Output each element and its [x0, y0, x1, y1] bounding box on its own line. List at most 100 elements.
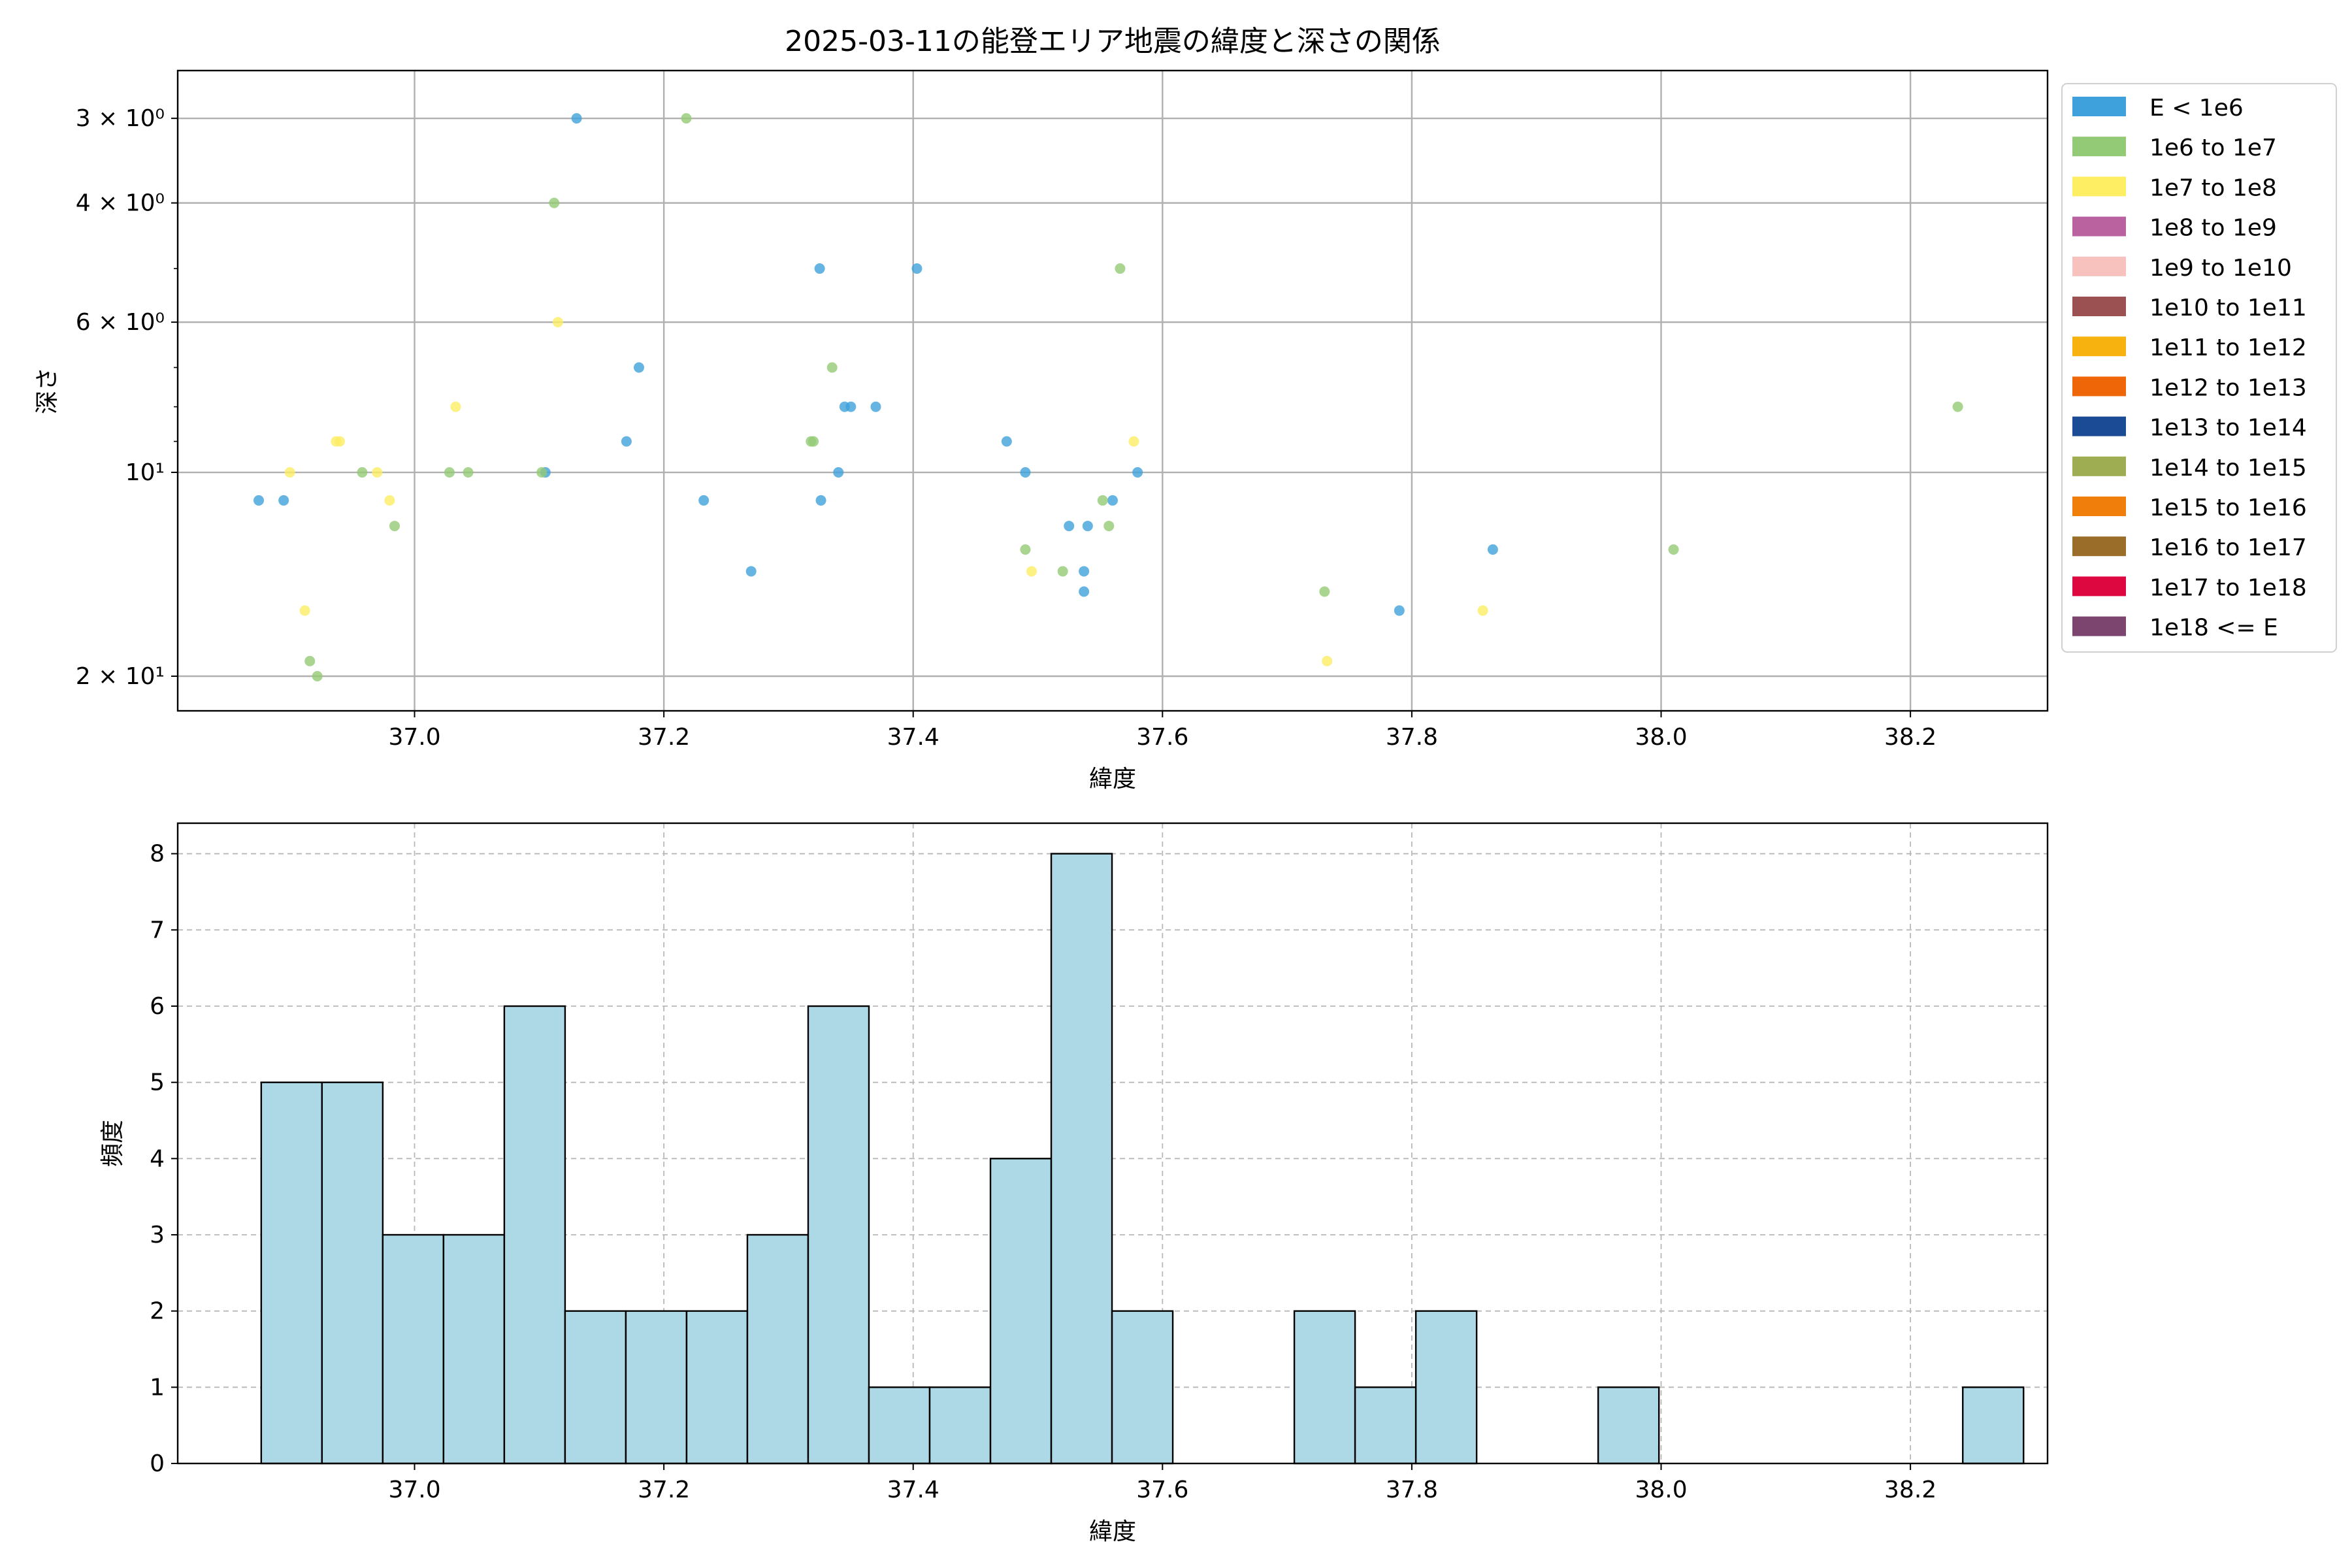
- scatter-point: [312, 670, 323, 681]
- legend-swatch: [2072, 376, 2126, 397]
- scatter-x-tick-label: 37.0: [388, 724, 440, 751]
- histogram-y-tick-label: 3: [150, 1222, 165, 1249]
- scatter-point: [463, 467, 474, 478]
- scatter-y-tick-label: 6 × 10⁰: [76, 309, 165, 336]
- scatter-x-tick-label: 37.6: [1136, 724, 1188, 751]
- histogram-bar: [1354, 1386, 1417, 1465]
- histogram-x-tick-label: 37.2: [638, 1477, 690, 1503]
- scatter-point: [1394, 605, 1405, 616]
- scatter-panel: 2025-03-11の能登エリア地震の緯度と深さの関係 37.0 37.2 37.4…: [34, 25, 2337, 792]
- legend-swatch: [2072, 616, 2126, 636]
- legend-swatch: [2072, 216, 2126, 237]
- histogram-bar: [1414, 1310, 1478, 1465]
- scatter-point: [450, 401, 461, 412]
- legend-swatch: [2072, 297, 2126, 316]
- histogram-y-tick-label: 0: [150, 1450, 165, 1477]
- scatter-point: [1097, 495, 1108, 506]
- histogram-y-tick-label: 8: [150, 841, 165, 868]
- legend-label: 1e10 to 1e11: [2149, 295, 2307, 321]
- scatter-x-tick-label: 38.0: [1635, 724, 1687, 751]
- histogram-bar: [989, 1158, 1053, 1465]
- histogram-bar: [1962, 1386, 2025, 1465]
- scatter-point: [1322, 655, 1333, 666]
- histogram-bar: [321, 1081, 384, 1465]
- legend-label: 1e11 to 1e12: [2149, 335, 2307, 361]
- legend-label: 1e18 <= E: [2149, 615, 2278, 642]
- scatter-y-axis-label: 深さ: [34, 367, 61, 414]
- scatter-x-tick-label: 38.2: [1884, 724, 1936, 751]
- histogram-bar: [260, 1081, 323, 1465]
- scatter-point: [1057, 566, 1068, 577]
- legend-box: [2061, 83, 2337, 653]
- scatter-point: [633, 362, 644, 373]
- scatter-point: [389, 521, 400, 532]
- histogram-x-tick-label: 37.4: [887, 1477, 939, 1503]
- scatter-y-tick-label: 3 × 10⁰: [76, 105, 165, 132]
- scatter-point: [304, 655, 316, 666]
- histogram-y-axis-label: 頻度: [99, 1120, 126, 1167]
- scatter-point: [1001, 436, 1012, 447]
- scatter-point: [1487, 544, 1498, 555]
- legend-label: 1e16 to 1e17: [2149, 534, 2307, 561]
- scatter-point: [335, 436, 346, 447]
- legend-label: 1e8 to 1e9: [2149, 215, 2277, 242]
- histogram-x-tick-label: 37.6: [1136, 1477, 1188, 1503]
- scatter-y-ticks: 3 × 10⁰ 4 × 10⁰ 6 × 10⁰ 10¹ 2 × 10¹: [76, 105, 178, 690]
- scatter-point: [833, 467, 844, 478]
- scatter-point: [1103, 521, 1115, 532]
- scatter-point: [1477, 605, 1488, 616]
- histogram-bar: [382, 1233, 445, 1465]
- scatter-point: [826, 362, 838, 373]
- histogram-y-tick-label: 4: [150, 1145, 165, 1172]
- scatter-point: [815, 495, 826, 506]
- scatter-plot-frame: [176, 69, 2049, 712]
- histogram-bar: [503, 1005, 566, 1465]
- histogram-x-tick-label: 37.8: [1386, 1477, 1438, 1503]
- legend-label: 1e12 to 1e13: [2149, 374, 2307, 401]
- legend-swatch: [2072, 256, 2126, 276]
- scatter-point: [621, 436, 632, 447]
- scatter-point: [1020, 467, 1031, 478]
- scatter-point: [444, 467, 455, 478]
- scatter-point: [1079, 586, 1090, 597]
- legend-label: 1e15 to 1e16: [2149, 495, 2307, 521]
- scatter-point: [372, 467, 383, 478]
- legend-label: 1e7 to 1e8: [2149, 174, 2277, 201]
- scatter-y-tick-label: 10¹: [125, 459, 165, 486]
- histogram-bar: [746, 1233, 809, 1465]
- histogram-bar: [1050, 853, 1113, 1465]
- scatter-y-tick-label: 4 × 10⁰: [76, 190, 165, 217]
- scatter-x-tick-label: 37.4: [887, 724, 939, 751]
- scatter-point: [1128, 436, 1139, 447]
- scatter-point: [552, 317, 563, 328]
- histogram-bar: [442, 1233, 506, 1465]
- scatter-points: [253, 113, 1963, 681]
- legend-swatch: [2072, 176, 2126, 197]
- legend-label: E < 1e6: [2149, 95, 2244, 122]
- scatter-point: [845, 401, 857, 412]
- legend: E < 1e6 1e6 to 1e7 1e7 to 1e8 1e8 to 1e9 1e9…: [2061, 83, 2337, 653]
- histogram-x-tick-label: 37.0: [388, 1477, 440, 1503]
- scatter-point: [1020, 544, 1031, 555]
- histogram-bars: [260, 853, 2025, 1465]
- scatter-point: [870, 401, 881, 412]
- histogram-x-axis-label: 緯度: [1089, 1518, 1136, 1545]
- legend-swatch: [2072, 336, 2126, 357]
- scatter-point: [745, 566, 757, 577]
- scatter-x-tick-label: 37.8: [1386, 724, 1438, 751]
- legend-label: 1e6 to 1e7: [2149, 135, 2277, 161]
- legend-label: 1e13 to 1e14: [2149, 415, 2307, 442]
- scatter-point: [278, 495, 289, 506]
- histogram-y-tick-label: 1: [150, 1374, 165, 1401]
- histogram-y-tick-label: 6: [150, 993, 165, 1020]
- histogram-x-tick-label: 38.2: [1884, 1477, 1936, 1503]
- scatter-point: [698, 495, 710, 506]
- histogram-bar: [1597, 1386, 1660, 1465]
- scatter-point: [536, 467, 547, 478]
- histogram-plot-frame: [176, 822, 2049, 1465]
- scatter-point: [253, 495, 265, 506]
- scatter-point: [571, 113, 582, 124]
- legend-swatch: [2072, 576, 2126, 596]
- scatter-y-tick-label: 2 × 10¹: [76, 663, 165, 690]
- legend-swatch: [2072, 137, 2126, 157]
